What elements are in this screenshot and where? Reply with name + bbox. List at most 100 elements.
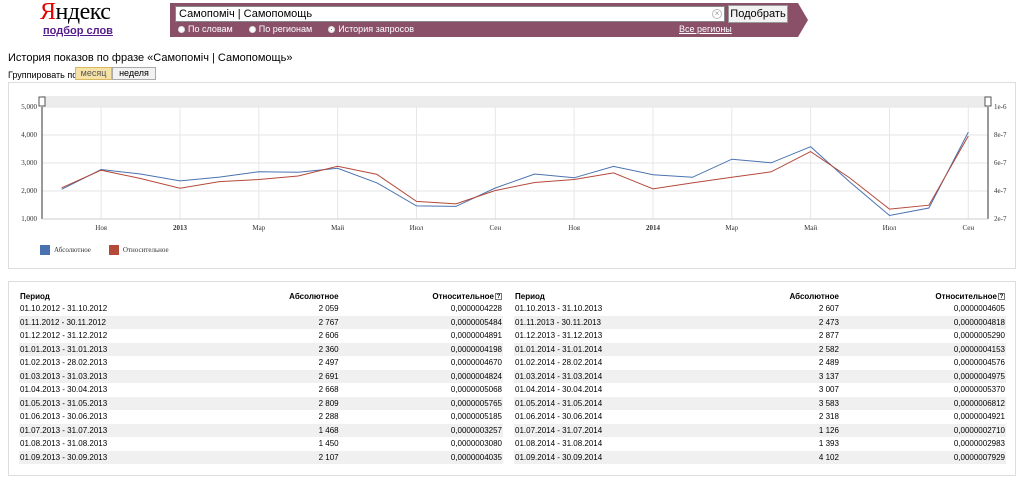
cell-period: 01.09.2013 - 30.09.2013 [19, 450, 223, 464]
cell-absolute: 2 809 [222, 396, 340, 410]
table-row: 01.02.2013 - 28.02.2013 2 497 0,0000004670 [19, 356, 503, 370]
cell-absolute: 2 691 [222, 369, 340, 383]
series-line-absolute [61, 131, 969, 217]
group-week-button[interactable]: неделя [112, 67, 156, 80]
cell-period: 01.06.2013 - 30.06.2013 [20, 412, 108, 422]
legend-swatch [108, 245, 119, 255]
col-absolute: Абсолютное [289, 291, 339, 301]
range-handle-right [984, 96, 992, 107]
cell-period: 01.08.2014 - 31.08.2014 [515, 439, 603, 449]
cell-absolute: 2 107 [222, 450, 340, 464]
radio-by-words[interactable]: По словам [178, 24, 233, 34]
cell-period: 01.04.2014 - 30.04.2014 [515, 385, 603, 395]
x-tick-label: Июл [410, 224, 424, 232]
cell-relative: 0,0000007929 [839, 450, 1006, 464]
cell-absolute: 3 583 [720, 396, 840, 410]
x-tick-label: Июл [883, 224, 897, 232]
col-relative: Относительное? [432, 291, 502, 301]
cell-relative: 0,0000005484 [339, 315, 503, 329]
cell-period: 01.01.2013 - 31.01.2013 [19, 342, 223, 356]
radio-by-regions[interactable]: По регионам [248, 24, 312, 34]
cell-absolute: 2 288 [318, 412, 339, 422]
all-regions-link[interactable]: Все регионы [679, 24, 732, 34]
cell-period: 01.02.2014 - 28.02.2014 [515, 358, 603, 368]
cell-relative: 0,0000005068 [450, 385, 502, 395]
yandex-logo[interactable]: Яндекс подбор слов [40, 0, 113, 38]
history-table-left: Период Абсолютное Относительное? 01.10.2… [19, 290, 503, 464]
cell-period: 01.11.2013 - 30.11.2013 [514, 315, 721, 329]
x-tick-label: Мар [725, 224, 738, 232]
cell-relative: 0,0000005765 [339, 396, 503, 410]
cell-period: 01.07.2014 - 31.07.2014 [514, 423, 721, 437]
table-row: 01.04.2013 - 30.04.2013 2 668 0,0000005068 [19, 383, 503, 397]
cell-absolute: 2 059 [318, 304, 339, 314]
search-bar-arrow [798, 3, 808, 37]
cell-relative: 0,0000004670 [450, 358, 502, 368]
table-row: 01.01.2014 - 31.01.2014 2 582 0,0000004153 [514, 342, 1006, 356]
range-handle-left [38, 96, 46, 107]
table-row: 01.12.2013 - 31.12.2013 2 877 0,0000005290 [514, 329, 1006, 343]
table-row: 01.12.2012 - 31.12.2012 2 606 0,0000004891 [19, 329, 503, 343]
cell-absolute: 1 393 [818, 439, 839, 449]
y-left-tick-label: 4,000 [21, 131, 37, 139]
cell-absolute: 1 468 [222, 423, 340, 437]
table-row: 01.02.2014 - 28.02.2014 2 489 0,0000004576 [514, 356, 1006, 370]
series-line-relative [61, 135, 969, 210]
y-right-tick-label: 4e-7 [994, 187, 1007, 195]
table-row: 01.11.2012 - 30.11.2012 2 767 0,0000005484 [19, 315, 503, 329]
help-icon[interactable]: ? [495, 292, 502, 300]
cell-absolute: 1 450 [318, 439, 339, 449]
table-row: 01.03.2014 - 31.03.2014 3 137 0,0000004975 [514, 369, 1006, 383]
cell-relative: 0,0000003257 [339, 423, 503, 437]
search-button[interactable]: Подобрать [728, 5, 788, 23]
cell-absolute: 1 126 [720, 423, 840, 437]
cell-relative: 0,0000004035 [339, 450, 503, 464]
x-tick-label: Ноя [568, 224, 580, 232]
search-input[interactable]: Самопоміч | Самопомощь [175, 6, 725, 22]
x-tick-label: Май [804, 224, 817, 232]
col-relative: Относительное? [935, 291, 1005, 301]
y-right-tick-label: 1e-6 [994, 103, 1007, 111]
x-tick-label: Сен [962, 224, 974, 232]
cell-absolute: 2 360 [222, 342, 340, 356]
cell-relative: 0,0000006812 [839, 396, 1006, 410]
y-right-tick-label: 8e-7 [994, 131, 1007, 139]
y-left-tick-label: 2,000 [21, 187, 37, 195]
cell-period: 01.02.2013 - 28.02.2013 [20, 358, 108, 368]
legend-item-relative[interactable]: Относительное [108, 245, 169, 255]
table-row: 01.07.2013 - 31.07.2013 1 468 0,0000003257 [19, 423, 503, 437]
cell-absolute: 2 318 [818, 412, 839, 422]
cell-period: 01.10.2013 - 31.10.2013 [515, 304, 603, 314]
table-row: 01.10.2013 - 31.10.2013 2 607 0,0000004605 [514, 302, 1006, 316]
x-tick-label: Ноя [95, 224, 107, 232]
cell-period: 01.03.2014 - 31.03.2014 [514, 369, 721, 383]
radio-query-history[interactable]: История запросов [328, 24, 414, 34]
cell-absolute: 2 606 [318, 331, 339, 341]
help-icon[interactable]: ? [998, 292, 1005, 300]
x-tick-label: Май [331, 224, 344, 232]
cell-relative: 0,0000004153 [839, 342, 1006, 356]
cell-absolute: 2 473 [720, 315, 840, 329]
radio-selected-icon [328, 25, 336, 33]
cell-relative: 0,0000005290 [953, 331, 1005, 341]
cell-period: 01.12.2012 - 31.12.2012 [20, 331, 108, 341]
cell-relative: 0,0000004824 [339, 369, 503, 383]
cell-relative: 0,0000005185 [450, 412, 502, 422]
legend-item-absolute[interactable]: Абсолютное [40, 245, 91, 255]
cell-relative: 0,0000004975 [839, 369, 1006, 383]
y-right-tick-label: 2e-7 [994, 215, 1007, 223]
page-title: История показов по фразе «Самопоміч | Са… [8, 52, 293, 64]
cell-period: 01.01.2014 - 31.01.2014 [514, 342, 721, 356]
wordstat-link[interactable]: подбор слов [43, 25, 113, 37]
cell-relative: 0,0000003080 [450, 439, 502, 449]
table-row: 01.06.2013 - 30.06.2013 2 288 0,0000005185 [19, 410, 503, 424]
cell-absolute: 2 668 [318, 385, 339, 395]
clear-icon[interactable]: × [712, 9, 722, 19]
y-right-tick-label: 6e-7 [994, 159, 1007, 167]
col-absolute: Абсолютное [789, 291, 839, 301]
cell-absolute: 3 007 [818, 385, 839, 395]
group-month-button[interactable]: месяц [75, 67, 112, 80]
cell-relative: 0,0000004921 [953, 412, 1005, 422]
search-mode-radios: По словам По регионам История запросов [178, 24, 414, 34]
cell-period: 01.03.2013 - 31.03.2013 [19, 369, 223, 383]
